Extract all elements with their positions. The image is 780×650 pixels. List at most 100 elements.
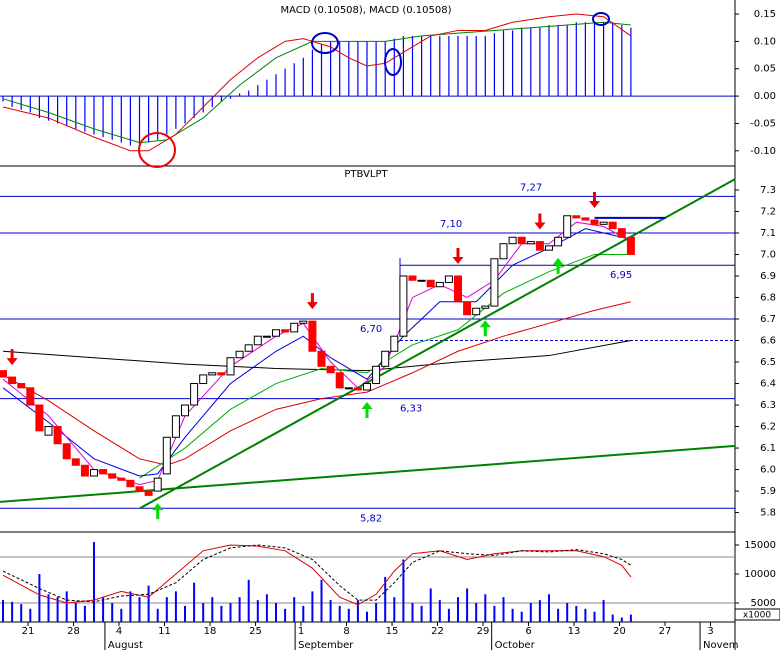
histogram-bar [430,35,432,97]
volume-bar [375,602,378,622]
candle [554,236,563,247]
volume-bar [256,600,259,622]
histogram-bar [484,35,486,97]
candle [499,243,508,260]
candle [481,305,490,309]
volume-bar [174,591,177,622]
histogram-bar [220,96,223,102]
histogram-bar [329,41,332,97]
volume-bar [484,594,487,622]
histogram-bar [202,96,204,113]
candle [426,279,435,288]
histogram-bar [57,96,59,124]
candle [290,322,299,333]
volume-bar [466,588,469,622]
histogram-bar [548,24,550,97]
volume-bar [602,600,605,622]
volume-bar [393,597,396,622]
histogram-bar [457,35,459,97]
histogram-bar [411,35,414,97]
y-tick-label: 6.5 [760,357,776,368]
candle [308,320,317,352]
volume-bar [147,585,150,622]
candle [608,221,617,230]
x-tick-label: 8 [343,626,349,637]
trend-line [139,178,736,510]
candle [472,307,481,316]
candle [544,245,553,251]
volume-bar [566,602,569,622]
volume-bar [493,605,496,622]
histogram-bar [493,33,495,97]
histogram-bar [184,96,186,124]
volume-bar [456,597,459,622]
volume-bar [120,608,123,622]
indicator-line [139,253,631,479]
volume-bar [320,579,323,622]
volume-bar [202,602,205,622]
volume-bar [629,614,632,622]
histogram-bar [275,74,277,97]
buy-arrow [152,503,164,520]
candle [517,236,526,245]
histogram-bar [211,96,213,108]
candle [71,458,80,466]
histogram-bar [420,35,423,97]
candle [326,365,335,374]
indicator-line [2,21,631,144]
reference-label: 6,95 [610,270,632,281]
histogram-bar [448,35,450,97]
histogram-bar [111,96,113,140]
volume-bar [620,617,623,622]
histogram-bar [530,27,532,97]
candle [162,436,171,475]
histogram-bar [257,85,259,97]
histogram-bar [157,96,159,140]
histogram-bar [375,41,377,97]
candle [244,344,253,352]
candle [435,281,444,288]
histogram-bar [175,96,177,129]
volume-bar [520,611,523,622]
unit-box [734,608,780,621]
y-tick-label: 6.7 [760,314,776,325]
histogram-bar [466,35,468,97]
volume-bar [56,597,59,622]
x-tick-label: 3 [707,626,713,637]
candle [99,469,108,475]
y-tick-label: 6.2 [760,422,776,433]
candle [617,228,626,238]
x-tick-label: 25 [249,626,262,637]
volume-bar [220,605,223,622]
candle [281,329,290,333]
x-tick-label: 1 [298,626,304,637]
sell-arrow [534,213,546,230]
candle [26,387,35,406]
candle [581,217,590,221]
candle [171,415,180,438]
sell-arrow [306,293,318,310]
volume-bar [402,559,405,622]
volume-bar [165,597,168,622]
histogram-bar [2,96,4,102]
volume-bar [447,608,450,622]
y-tick-label: 0.05 [754,64,776,75]
histogram-bar [84,96,86,132]
histogram-bar [621,24,623,97]
volume-bar [420,605,423,622]
candle [362,383,371,391]
candle [463,301,472,316]
y-tick-label: 0.00 [754,91,776,102]
month-label: October [495,640,536,650]
volume-bar [356,600,359,622]
unit-label: x1000 [743,611,772,621]
indicator-line [2,301,632,466]
histogram-bar [129,96,132,146]
y-tick-label: 5.9 [760,486,776,497]
volume-bar [129,591,132,622]
y-tick-label: 7.1 [760,228,776,239]
histogram-bar [402,35,404,97]
price-title: PTBVLPT [344,169,388,180]
